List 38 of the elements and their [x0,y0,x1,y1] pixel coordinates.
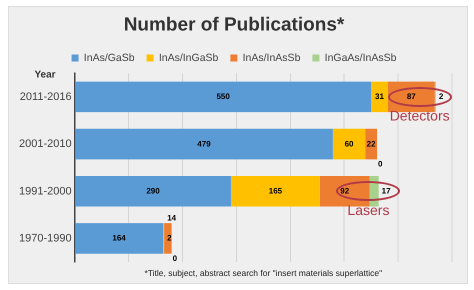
bar [230,176,320,207]
bar [75,176,231,207]
text: *Title, subject, abstract search for "insert materials superlattice" [144,268,382,278]
bar [75,128,333,160]
y-axis-title: Year [34,69,56,80]
legend-label: InAs/GaSb [84,52,135,64]
legend-label: InAs/InGaSb [158,52,219,64]
bar [164,223,172,254]
legend-label: InAs/InAsSb [242,52,301,64]
data-label: 550 [216,92,230,102]
y-tick-label: 1970-1990 [18,232,72,244]
bar [332,128,366,160]
data-label: 87 [406,92,416,102]
data-label: 0 [378,160,384,169]
data-label: 92 [340,186,350,196]
data-label: 165 [268,186,283,196]
bar [75,82,372,112]
data-label: 60 [344,139,354,148]
data-label: 0 [172,254,178,263]
legend-label: InGaAs/InAsSb [324,52,397,64]
y-tick-label: 2011-2016 [20,90,72,103]
annotation: Lasers [347,202,390,218]
data-label: 2 [167,234,172,243]
data-label: 17 [382,186,392,196]
data-label: 290 [146,186,160,196]
data-label: 479 [197,139,212,148]
bar [371,82,388,112]
chart-title: Number of Publications* [124,14,345,36]
y-tick-label: 2001-2010 [18,138,72,150]
annotation: Detectors [390,108,450,124]
data-label: 164 [112,234,126,243]
data-label: 31 [375,92,384,102]
data-label: 22 [366,139,376,148]
bar [365,128,378,160]
y-tick-label: 1991-2000 [18,185,72,198]
data-label: 2 [438,92,444,102]
bar [75,223,164,254]
data-label: 14 [167,213,177,222]
